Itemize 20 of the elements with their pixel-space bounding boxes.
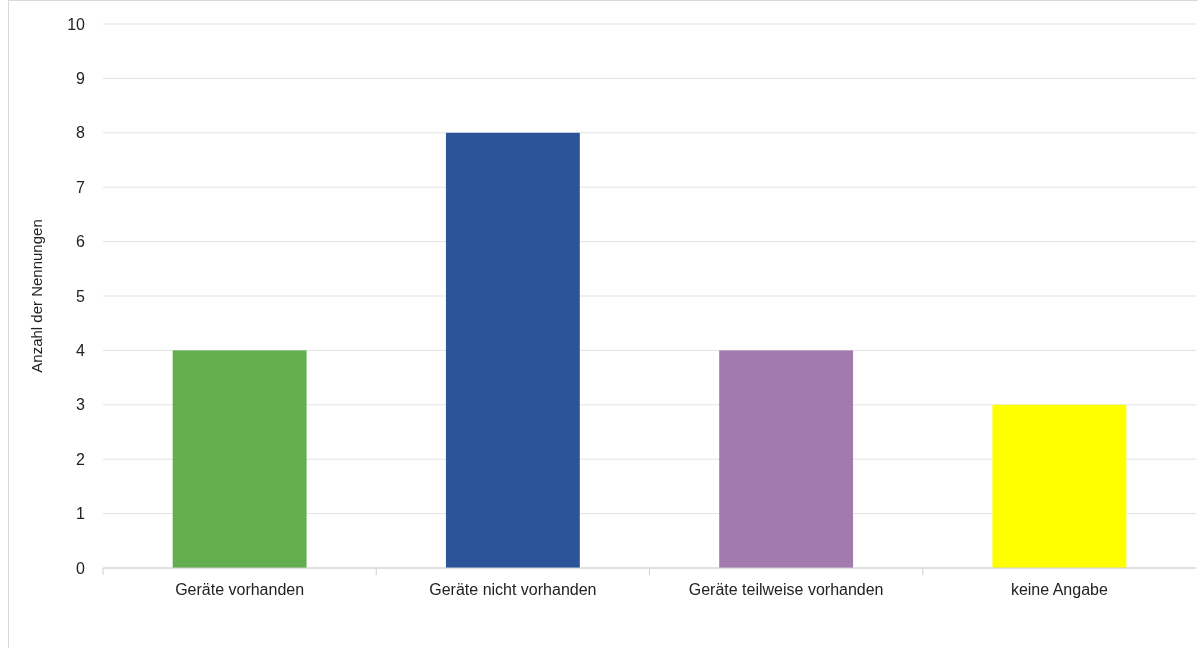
bar bbox=[992, 404, 1127, 568]
x-tick-label: keine Angabe bbox=[1010, 581, 1108, 598]
bar bbox=[719, 350, 854, 568]
x-tick-label: Geräte nicht vorhanden bbox=[429, 581, 597, 598]
y-tick-label: 2 bbox=[76, 450, 86, 468]
x-tick-label: Geräte teilweise vorhanden bbox=[688, 581, 884, 598]
y-tick-label: 4 bbox=[76, 342, 86, 359]
bar bbox=[172, 350, 307, 568]
y-tick-label: 3 bbox=[76, 396, 86, 414]
bar bbox=[445, 132, 580, 568]
y-axis-title: Anzahl der Nennungen bbox=[28, 219, 45, 373]
y-tick-label: 1 bbox=[76, 505, 86, 523]
y-tick-label: 8 bbox=[76, 124, 86, 142]
y-tick-label: 10 bbox=[67, 15, 86, 33]
y-tick-label: 6 bbox=[76, 233, 86, 251]
y-tick-label: 5 bbox=[76, 287, 86, 305]
y-tick-label: 0 bbox=[76, 559, 86, 577]
x-tick-label: Geräte vorhanden bbox=[175, 581, 305, 598]
y-tick-label: 9 bbox=[76, 70, 86, 87]
y-tick-label: 7 bbox=[76, 178, 86, 196]
